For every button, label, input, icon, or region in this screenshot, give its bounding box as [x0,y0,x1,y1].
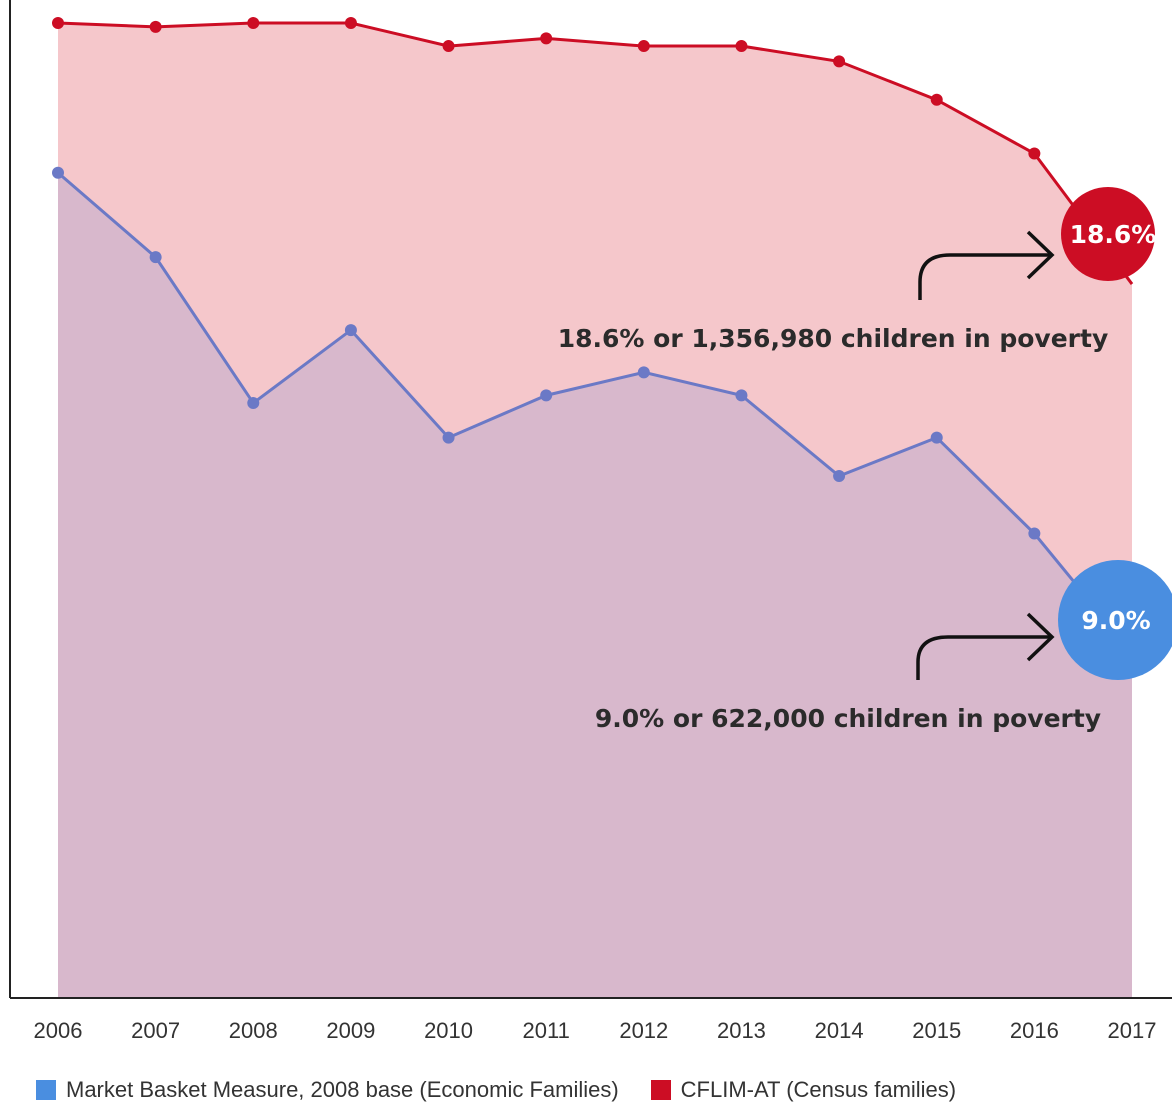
axes [9,0,1172,999]
point-market-2008 [247,397,260,410]
area-market [58,172,1132,998]
x-tick-2008: 2008 [229,1018,278,1043]
legend-label-mbm: Market Basket Measure, 2008 base (Econom… [66,1077,619,1102]
legend-swatch-mbm [36,1080,56,1100]
arrow-head-cflim [1026,230,1055,280]
point-market-2013 [735,389,748,402]
x-tick-2011: 2011 [523,1018,570,1043]
point-market-2010 [442,431,455,444]
line-market [57,171,1134,654]
arrow-mbm [916,635,1050,680]
x-tick-2016: 2016 [1010,1018,1059,1043]
bubble-cflim [1061,187,1155,281]
legend-label-cflim: CFLIM-AT (Census families) [680,1077,957,1102]
arrow-cflim [918,253,1050,300]
point-market-2016 [1028,527,1041,540]
bubble-label-cflim: 18.6% [1070,220,1157,249]
point-market-2011 [540,389,553,402]
x-tick-2013: 2013 [717,1018,766,1043]
annotation-text-cflim: 18.6% or 1,356,980 children in poverty [558,324,1109,353]
legend-item-mbm: Market Basket Measure, 2008 base (Econom… [36,1077,619,1103]
line-cflim [57,21,1134,285]
area-fills [58,23,1132,999]
point-cflim-2007 [149,20,162,33]
point-market-2015 [930,431,943,444]
point-cflim-2015 [930,93,943,106]
point-cflim-2010 [442,40,455,53]
bubble-label-mbm: 9.0% [1081,606,1150,635]
point-cflim-2008 [247,17,260,30]
point-cflim-2012 [637,40,650,53]
point-cflim-2011 [540,32,553,45]
x-tick-2017: 2017 [1108,1018,1157,1043]
legend-swatch-cflim [650,1080,671,1100]
point-market-2006 [52,166,64,179]
x-tick-2015: 2015 [912,1018,961,1043]
annotation-cflim: 18.6% 18.6% or 1,356,980 children in pov… [558,187,1157,353]
point-market-2007 [149,251,162,264]
x-tick-2006: 2006 [34,1018,83,1043]
point-market-2012 [637,366,650,379]
x-tick-2012: 2012 [619,1018,668,1043]
point-cflim-2009 [344,17,357,30]
x-tick-2010: 2010 [424,1018,473,1043]
point-market-2014 [833,469,846,482]
point-cflim-2014 [833,55,846,68]
point-cflim-2013 [735,40,748,53]
x-tick-2007: 2007 [131,1018,180,1043]
series-points [52,17,1041,540]
annotation-text-mbm: 9.0% or 622,000 children in poverty [595,704,1101,733]
legend-item-cflim: CFLIM-AT (Census families) [650,1077,957,1103]
x-tick-labels: 2006 2007 2008 2009 2010 2011 2012 2013 2014 2015… [34,1018,1157,1043]
point-market-2009 [344,324,357,337]
x-tick-2014: 2014 [815,1018,864,1043]
point-cflim-2006 [52,17,64,30]
x-tick-2009: 2009 [326,1018,375,1043]
point-cflim-2016 [1028,147,1041,160]
annotation-mbm: 9.0% 9.0% or 622,000 children in poverty [595,560,1172,733]
arrow-head-mbm [1026,612,1055,662]
series-lines [57,21,1134,654]
bubble-mbm [1058,560,1172,680]
legend: Market Basket Measure, 2008 base (Econom… [36,1072,988,1108]
